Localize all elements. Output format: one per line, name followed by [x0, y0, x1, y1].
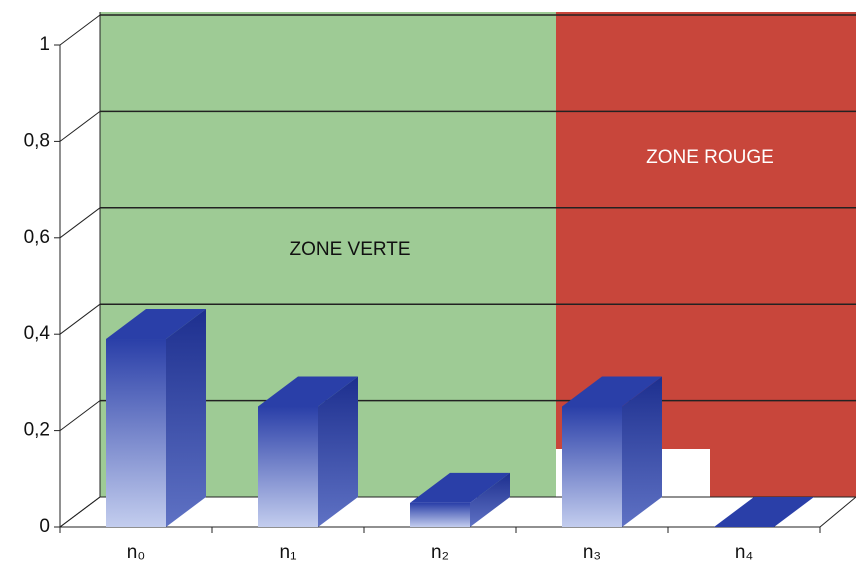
- zone-label: ZONE VERTE: [289, 239, 410, 260]
- bar-top: [106, 309, 206, 340]
- bar-side: [318, 376, 358, 527]
- bar-top: [410, 472, 510, 503]
- tick-diagonal: [59, 496, 101, 528]
- zone-label: ZONE ROUGE: [646, 147, 774, 168]
- red-zone: [556, 12, 856, 497]
- bar-front: [106, 339, 166, 527]
- tick-diagonal: [59, 207, 101, 239]
- bar-side: [622, 376, 662, 527]
- y-tick-label: 0,6: [24, 227, 50, 248]
- x-tick-label: n₂: [431, 542, 449, 563]
- y-tick-label: 0: [39, 516, 50, 537]
- x-tick-label: n₄: [735, 542, 754, 563]
- x-tick-label: n₁: [280, 542, 297, 563]
- y-tick-label: 0,2: [24, 420, 50, 441]
- y-tick-label: 0,4: [24, 323, 51, 344]
- x-tick-label: n₃: [583, 542, 601, 563]
- y-tick-label: 1: [39, 34, 50, 55]
- tick-diagonal: [59, 111, 101, 142]
- bar-front: [258, 406, 318, 527]
- bar-front: [562, 406, 622, 527]
- bar-front: [410, 502, 470, 527]
- bar-top: [562, 376, 662, 407]
- bar-top: [258, 376, 358, 407]
- bar-side: [166, 309, 206, 527]
- tick-diagonal: [59, 400, 101, 432]
- tick-diagonal: [59, 14, 101, 46]
- x-tick-label: n₀: [127, 542, 145, 563]
- tick-diagonal: [59, 303, 101, 335]
- bar-top: [714, 497, 814, 527]
- y-tick-label: 0,8: [24, 130, 50, 151]
- bar-side: [470, 472, 510, 527]
